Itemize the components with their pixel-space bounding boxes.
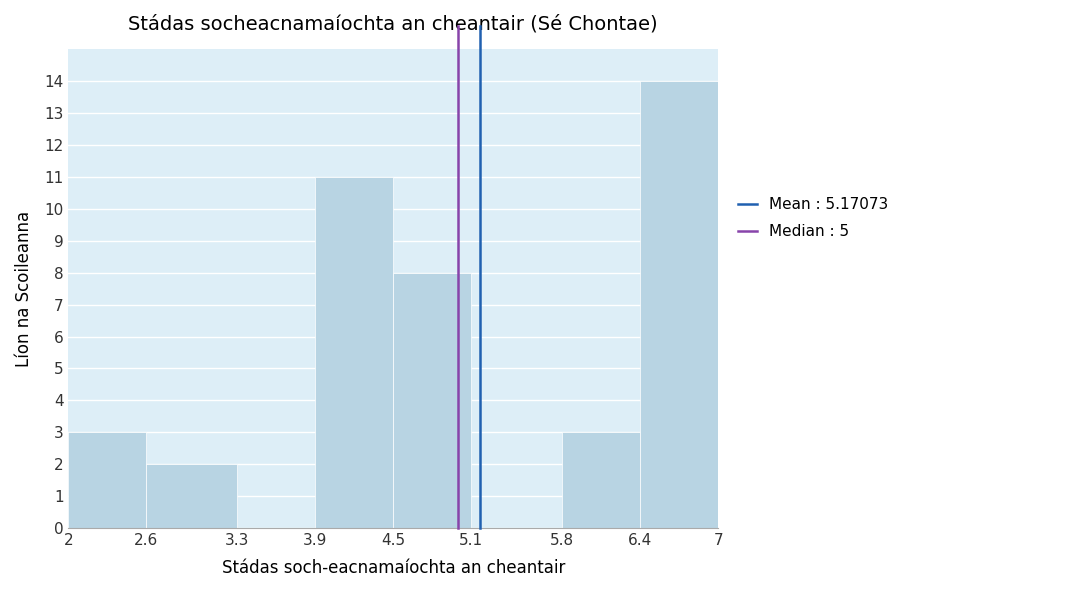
X-axis label: Stádas soch-eacnamaíochta an cheantair: Stádas soch-eacnamaíochta an cheantair <box>222 559 565 577</box>
Bar <box>393 273 472 528</box>
Legend: Mean : 5.17073, Median : 5: Mean : 5.17073, Median : 5 <box>732 191 894 246</box>
Bar <box>562 432 640 528</box>
Bar <box>147 464 237 528</box>
Bar <box>640 81 718 528</box>
Bar <box>315 177 393 528</box>
Title: Stádas socheacnamaíochta an cheantair (Sé Chontae): Stádas socheacnamaíochta an cheantair (S… <box>129 15 658 34</box>
Y-axis label: Líon na Scoileanna: Líon na Scoileanna <box>15 211 33 367</box>
Bar <box>69 432 147 528</box>
